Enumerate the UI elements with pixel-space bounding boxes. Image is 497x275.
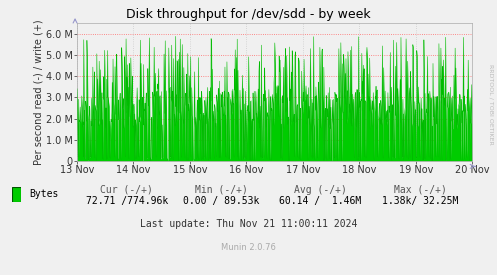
Text: 0.00 / 89.53k: 0.00 / 89.53k <box>183 196 259 206</box>
Text: Min (-/+): Min (-/+) <box>195 185 248 195</box>
Text: Disk throughput for /dev/sdd - by week: Disk throughput for /dev/sdd - by week <box>126 8 371 21</box>
Text: Avg (-/+): Avg (-/+) <box>294 185 347 195</box>
Text: Cur (-/+): Cur (-/+) <box>100 185 153 195</box>
Text: 60.14 /  1.46M: 60.14 / 1.46M <box>279 196 362 206</box>
Text: Bytes: Bytes <box>29 189 58 199</box>
Text: 72.71 /774.96k: 72.71 /774.96k <box>85 196 168 206</box>
Text: Last update: Thu Nov 21 11:00:11 2024: Last update: Thu Nov 21 11:00:11 2024 <box>140 219 357 229</box>
Text: 1.38k/ 32.25M: 1.38k/ 32.25M <box>382 196 458 206</box>
Text: Max (-/+): Max (-/+) <box>394 185 446 195</box>
Text: Munin 2.0.76: Munin 2.0.76 <box>221 243 276 252</box>
Y-axis label: Per second read (-) / write (+): Per second read (-) / write (+) <box>33 19 43 165</box>
Text: RRDTOOL / TOBI OETIKER: RRDTOOL / TOBI OETIKER <box>489 64 494 145</box>
